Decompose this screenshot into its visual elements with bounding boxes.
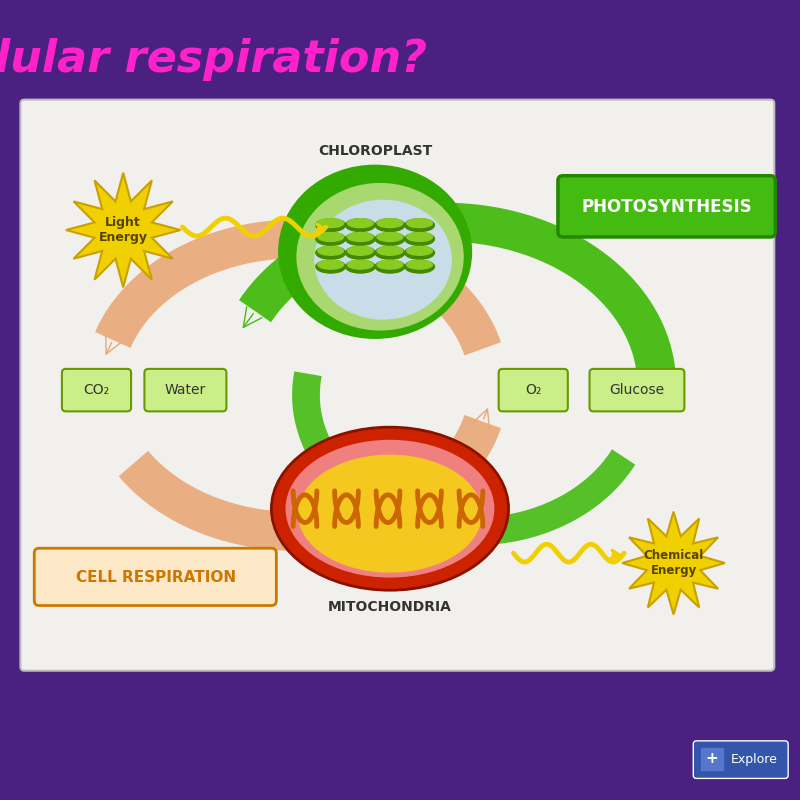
- Text: +: +: [706, 751, 718, 766]
- Ellipse shape: [405, 246, 434, 259]
- Ellipse shape: [318, 260, 343, 269]
- Ellipse shape: [347, 260, 373, 269]
- Ellipse shape: [298, 455, 482, 572]
- Ellipse shape: [318, 246, 343, 255]
- Text: Water: Water: [165, 383, 206, 397]
- Ellipse shape: [375, 246, 405, 259]
- Text: Chemical
Energy: Chemical Energy: [643, 549, 704, 577]
- Ellipse shape: [375, 260, 405, 273]
- Ellipse shape: [405, 218, 434, 231]
- Ellipse shape: [278, 166, 471, 338]
- Text: Light
Energy: Light Energy: [98, 216, 148, 244]
- Ellipse shape: [377, 260, 402, 269]
- Text: Glucose: Glucose: [610, 383, 665, 397]
- Ellipse shape: [347, 233, 373, 242]
- FancyBboxPatch shape: [590, 369, 684, 411]
- Ellipse shape: [375, 218, 405, 231]
- Ellipse shape: [346, 260, 375, 273]
- Bar: [701, 748, 723, 770]
- Ellipse shape: [346, 233, 375, 246]
- Ellipse shape: [318, 218, 343, 227]
- Text: CELL RESPIRATION: CELL RESPIRATION: [76, 570, 236, 586]
- FancyBboxPatch shape: [498, 369, 568, 411]
- Ellipse shape: [315, 201, 451, 319]
- Ellipse shape: [377, 246, 402, 255]
- Text: lular respiration?: lular respiration?: [0, 38, 426, 81]
- Ellipse shape: [406, 218, 433, 227]
- Ellipse shape: [316, 233, 346, 246]
- Ellipse shape: [316, 218, 346, 231]
- Ellipse shape: [346, 246, 375, 259]
- Ellipse shape: [406, 246, 433, 255]
- FancyBboxPatch shape: [558, 176, 775, 237]
- Ellipse shape: [405, 260, 434, 273]
- Text: Explore: Explore: [731, 753, 778, 766]
- FancyBboxPatch shape: [34, 548, 276, 606]
- Ellipse shape: [375, 233, 405, 246]
- Text: O₂: O₂: [525, 383, 542, 397]
- Text: PHOTOSYNTHESIS: PHOTOSYNTHESIS: [582, 198, 752, 216]
- Ellipse shape: [286, 441, 494, 577]
- Text: CO₂: CO₂: [83, 383, 110, 397]
- Ellipse shape: [346, 218, 375, 231]
- Ellipse shape: [347, 218, 373, 227]
- FancyBboxPatch shape: [21, 100, 774, 670]
- Ellipse shape: [316, 246, 346, 259]
- Ellipse shape: [406, 233, 433, 242]
- Text: CHLOROPLAST: CHLOROPLAST: [318, 144, 432, 158]
- Polygon shape: [622, 512, 725, 614]
- Ellipse shape: [316, 260, 346, 273]
- FancyBboxPatch shape: [145, 369, 226, 411]
- Ellipse shape: [347, 246, 373, 255]
- Ellipse shape: [406, 260, 433, 269]
- Ellipse shape: [377, 233, 402, 242]
- Polygon shape: [66, 173, 181, 287]
- Ellipse shape: [318, 233, 343, 242]
- Ellipse shape: [297, 184, 463, 330]
- FancyBboxPatch shape: [62, 369, 131, 411]
- Ellipse shape: [271, 427, 509, 590]
- Ellipse shape: [405, 233, 434, 246]
- Ellipse shape: [377, 218, 402, 227]
- Text: MITOCHONDRIA: MITOCHONDRIA: [328, 601, 452, 614]
- FancyBboxPatch shape: [694, 741, 788, 778]
